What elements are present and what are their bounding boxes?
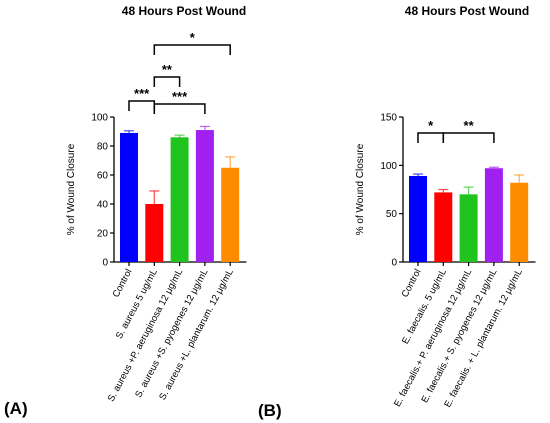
bar — [221, 167, 240, 262]
bar — [145, 204, 164, 262]
bar — [170, 137, 189, 262]
bar — [120, 132, 138, 262]
significance-label: ** — [162, 62, 173, 77]
x-tick-label: Control — [111, 267, 135, 299]
significance-bracket — [442, 132, 495, 143]
panel-label-a: (A) — [4, 399, 28, 418]
bar — [510, 182, 529, 262]
y-tick-label: 0 — [391, 258, 397, 269]
significance-label: *** — [134, 86, 150, 101]
panel-label-b: (B) — [258, 401, 282, 420]
significance-label: ** — [464, 118, 475, 133]
x-tick-label: Control — [400, 267, 424, 299]
y-tick-label: 150 — [380, 113, 397, 124]
significance-bracket — [128, 100, 156, 111]
significance-bracket — [153, 103, 206, 114]
significance-bracket — [153, 44, 231, 55]
significance-bracket — [153, 76, 181, 87]
chart-panel-b: 48 Hours Post Wound % of Wound Closure 0 50… — [355, 4, 536, 409]
bar — [434, 192, 453, 262]
significance-label: * — [190, 30, 196, 45]
bar — [484, 168, 503, 262]
y-tick-label: 50 — [386, 209, 398, 220]
y-tick-label: 100 — [91, 113, 108, 124]
y-tick-label: 40 — [97, 200, 109, 211]
y-axis-label: % of Wound Closure — [66, 143, 77, 235]
chart-panel-a: 48 Hours Post Wound % of Wound Closure 0 20… — [66, 4, 247, 404]
chart-title: 48 Hours Post Wound — [405, 4, 529, 18]
bar — [195, 130, 214, 262]
y-tick-label: 0 — [102, 258, 108, 269]
y-tick-label: 80 — [97, 142, 109, 153]
significance-label: * — [428, 118, 434, 133]
y-tick-label: 60 — [97, 171, 109, 182]
significance-label: *** — [172, 89, 188, 104]
bar — [459, 194, 478, 262]
chart-title: 48 Hours Post Wound — [122, 4, 246, 18]
bar — [409, 175, 427, 262]
y-tick-label: 20 — [97, 229, 109, 240]
y-axis-label: % of Wound Closure — [355, 143, 366, 235]
y-tick-label: 100 — [380, 161, 397, 172]
significance-bracket — [417, 132, 445, 143]
